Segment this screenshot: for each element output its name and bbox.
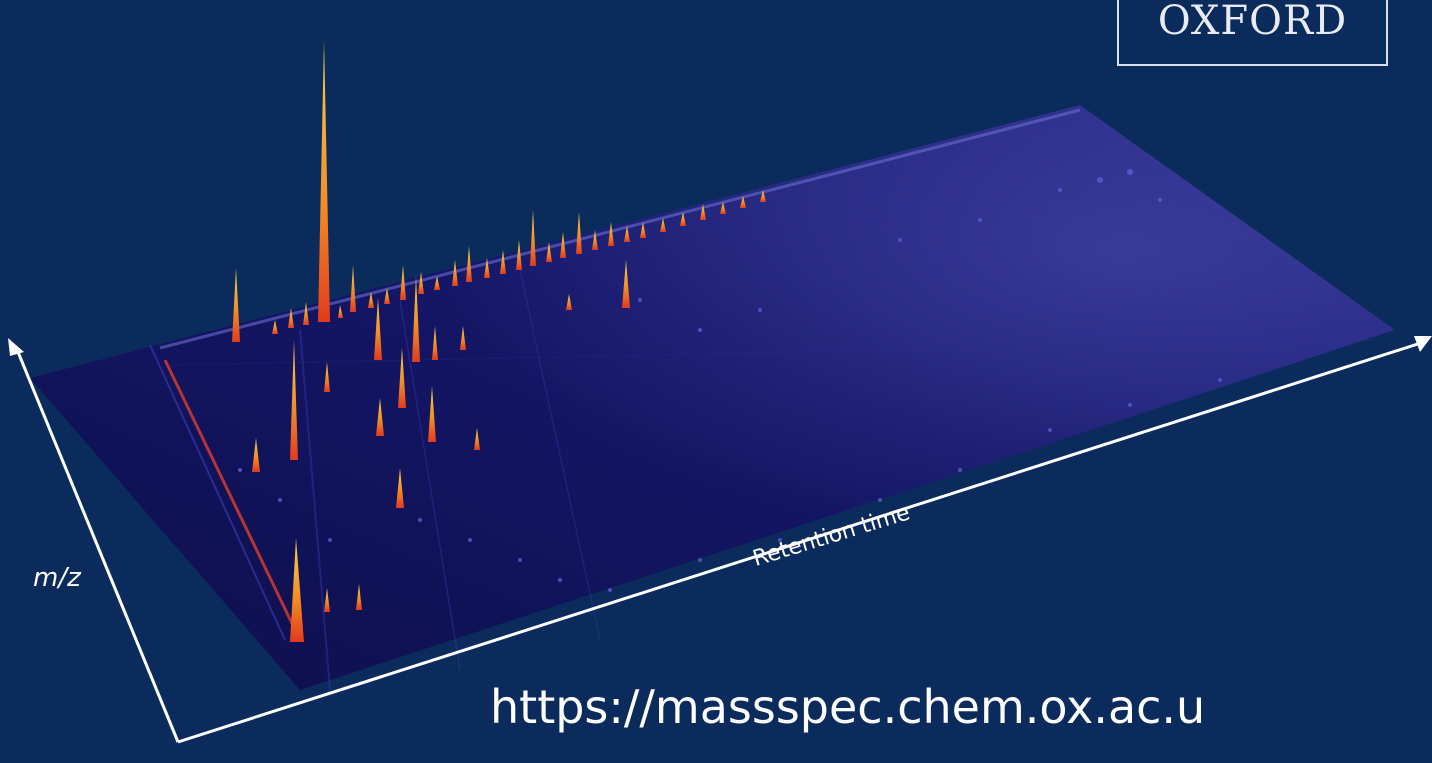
oxford-logo-text: OXFORD (1157, 0, 1348, 44)
noise-dots (238, 169, 1222, 592)
streak-line (399, 299, 461, 671)
y-axis-label: m/z (33, 563, 81, 593)
back-ridge (159, 108, 1081, 350)
oxford-logo: OXFORD (1117, 0, 1388, 66)
rt-axis-line (177, 340, 1425, 744)
source-url: https://massspec.chem.ox.ac.u (490, 680, 1206, 734)
streak-line (149, 344, 286, 641)
streak-line (169, 339, 1381, 366)
mz-axis-line (16, 351, 180, 743)
axis-lines (16, 340, 1425, 744)
streak-line (519, 269, 601, 641)
back-row-peaks (232, 40, 766, 342)
streak-line (163, 359, 302, 641)
surface-glow (30, 105, 1395, 690)
rt-axis-arrow (1414, 336, 1432, 352)
streak-line (299, 329, 331, 691)
mz-axis-arrow (8, 338, 24, 356)
field-peaks (252, 260, 630, 642)
